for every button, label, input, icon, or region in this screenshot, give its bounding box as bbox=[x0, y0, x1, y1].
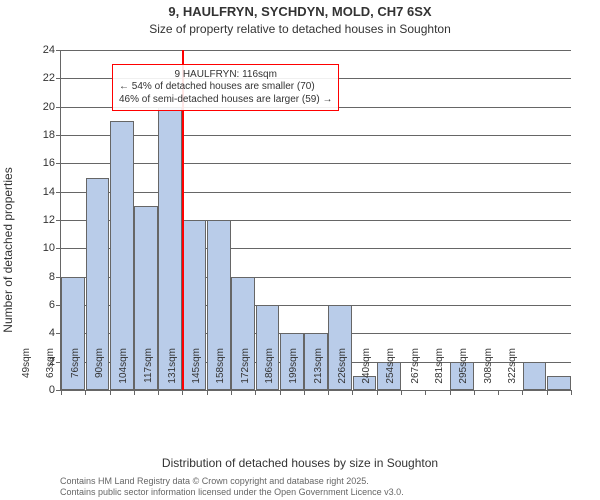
tick-x-line bbox=[377, 390, 378, 395]
tick-x-line bbox=[231, 390, 232, 395]
gridline-y bbox=[61, 163, 571, 164]
tick-x-label: 63sqm bbox=[45, 348, 56, 398]
tick-x-label: 226sqm bbox=[337, 348, 348, 398]
tick-x-line bbox=[134, 390, 135, 395]
tick-x-line bbox=[328, 390, 329, 395]
tick-x-label: 199sqm bbox=[288, 348, 299, 398]
tick-x-label: 117sqm bbox=[143, 348, 154, 398]
tick-x-label: 90sqm bbox=[94, 348, 105, 398]
tick-x-label: 267sqm bbox=[410, 348, 421, 398]
tick-x-label: 145sqm bbox=[191, 348, 202, 398]
tick-y-label: 24 bbox=[43, 44, 61, 56]
tick-y-label: 22 bbox=[43, 72, 61, 84]
tick-x-line bbox=[450, 390, 451, 395]
page-subtitle: Size of property relative to detached ho… bbox=[0, 22, 600, 36]
tick-x-label: 254sqm bbox=[385, 348, 396, 398]
tick-x-label: 131sqm bbox=[167, 348, 178, 398]
tick-x-line bbox=[474, 390, 475, 395]
tick-x-line bbox=[61, 390, 62, 395]
tick-x-line bbox=[182, 390, 183, 395]
tick-x-line bbox=[158, 390, 159, 395]
tick-x-line bbox=[207, 390, 208, 395]
tick-x-line bbox=[425, 390, 426, 395]
tick-y-label: 10 bbox=[43, 242, 61, 254]
tick-x-line bbox=[352, 390, 353, 395]
tick-x-label: 213sqm bbox=[313, 348, 324, 398]
tick-x-label: 322sqm bbox=[507, 348, 518, 398]
tick-y-label: 18 bbox=[43, 129, 61, 141]
tick-x-line bbox=[280, 390, 281, 395]
tick-y-label: 8 bbox=[49, 271, 61, 283]
tick-x-label: 308sqm bbox=[483, 348, 494, 398]
tick-x-label: 240sqm bbox=[361, 348, 372, 398]
tick-x-label: 76sqm bbox=[70, 348, 81, 398]
tick-x-label: 49sqm bbox=[21, 348, 32, 398]
histogram-bar bbox=[523, 362, 547, 390]
callout-line1: ← 54% of detached houses are smaller (70… bbox=[119, 81, 332, 94]
tick-x-line bbox=[498, 390, 499, 395]
x-axis-label: Distribution of detached houses by size … bbox=[0, 456, 600, 470]
histogram-bar bbox=[547, 376, 571, 390]
tick-x-label: 281sqm bbox=[434, 348, 445, 398]
tick-x-line bbox=[110, 390, 111, 395]
tick-y-label: 14 bbox=[43, 186, 61, 198]
tick-x-label: 172sqm bbox=[240, 348, 251, 398]
callout-line2: 46% of semi-detached houses are larger (… bbox=[119, 94, 332, 107]
footnote: Contains HM Land Registry data © Crown c… bbox=[60, 476, 590, 498]
tick-x-line bbox=[401, 390, 402, 395]
tick-x-label: 186sqm bbox=[264, 348, 275, 398]
tick-x-line bbox=[255, 390, 256, 395]
tick-x-label: 158sqm bbox=[215, 348, 226, 398]
tick-y-label: 20 bbox=[43, 101, 61, 113]
tick-x-line bbox=[571, 390, 572, 395]
gridline-y bbox=[61, 50, 571, 51]
chart-plot-area: 02468101214161820222449sqm63sqm76sqm90sq… bbox=[60, 50, 571, 391]
callout-title: 9 HAULFRYN: 116sqm bbox=[119, 69, 332, 82]
tick-x-label: 104sqm bbox=[118, 348, 129, 398]
footnote-line2: Contains public sector information licen… bbox=[60, 487, 590, 498]
tick-x-line bbox=[547, 390, 548, 395]
tick-x-line bbox=[522, 390, 523, 395]
tick-y-label: 12 bbox=[43, 214, 61, 226]
page-title: 9, HAULFRYN, SYCHDYN, MOLD, CH7 6SX bbox=[0, 4, 600, 19]
tick-y-label: 6 bbox=[49, 299, 61, 311]
tick-y-label: 16 bbox=[43, 157, 61, 169]
footnote-line1: Contains HM Land Registry data © Crown c… bbox=[60, 476, 590, 487]
tick-x-line bbox=[85, 390, 86, 395]
tick-x-line bbox=[304, 390, 305, 395]
gridline-y bbox=[61, 135, 571, 136]
callout-box: 9 HAULFRYN: 116sqm← 54% of detached hous… bbox=[112, 64, 339, 112]
gridline-y bbox=[61, 192, 571, 193]
tick-x-label: 295sqm bbox=[458, 348, 469, 398]
tick-y-label: 4 bbox=[49, 327, 61, 339]
y-axis-label: Number of detached properties bbox=[1, 167, 15, 332]
